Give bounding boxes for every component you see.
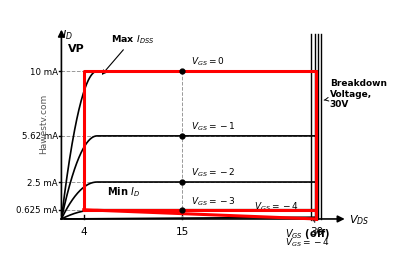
Text: 15: 15: [176, 226, 189, 236]
Text: VP: VP: [68, 44, 85, 54]
Text: 30: 30: [310, 226, 323, 236]
Text: $V_{GS}=-1$: $V_{GS}=-1$: [191, 120, 235, 133]
Text: 2.5 mA: 2.5 mA: [27, 178, 58, 187]
Text: $V_{GS}=-3$: $V_{GS}=-3$: [191, 195, 236, 207]
Text: $V_{GS}=-4$: $V_{GS}=-4$: [285, 235, 330, 248]
Text: 10 mA: 10 mA: [30, 67, 58, 76]
Text: $V_{GS}$ (off): $V_{GS}$ (off): [285, 218, 330, 240]
Text: 4: 4: [80, 226, 87, 236]
Text: $V_{GS}=0$: $V_{GS}=0$: [191, 55, 224, 68]
Text: $V_{GS}=-4$: $V_{GS}=-4$: [254, 199, 298, 212]
Text: 0.625 mA: 0.625 mA: [16, 205, 58, 214]
Text: $V_{DS}$: $V_{DS}$: [349, 212, 370, 226]
Text: $V_{GS}=-2$: $V_{GS}=-2$: [191, 166, 235, 179]
Text: Hawestv.com: Hawestv.com: [39, 93, 48, 153]
Text: 5.62 mA: 5.62 mA: [22, 132, 58, 141]
Text: Breakdown
Voltage,
30V: Breakdown Voltage, 30V: [324, 79, 387, 109]
Text: $I_D$: $I_D$: [62, 28, 73, 41]
Text: Max $I_{DSS}$: Max $I_{DSS}$: [102, 33, 155, 75]
Text: Min $I_D$: Min $I_D$: [108, 184, 140, 198]
